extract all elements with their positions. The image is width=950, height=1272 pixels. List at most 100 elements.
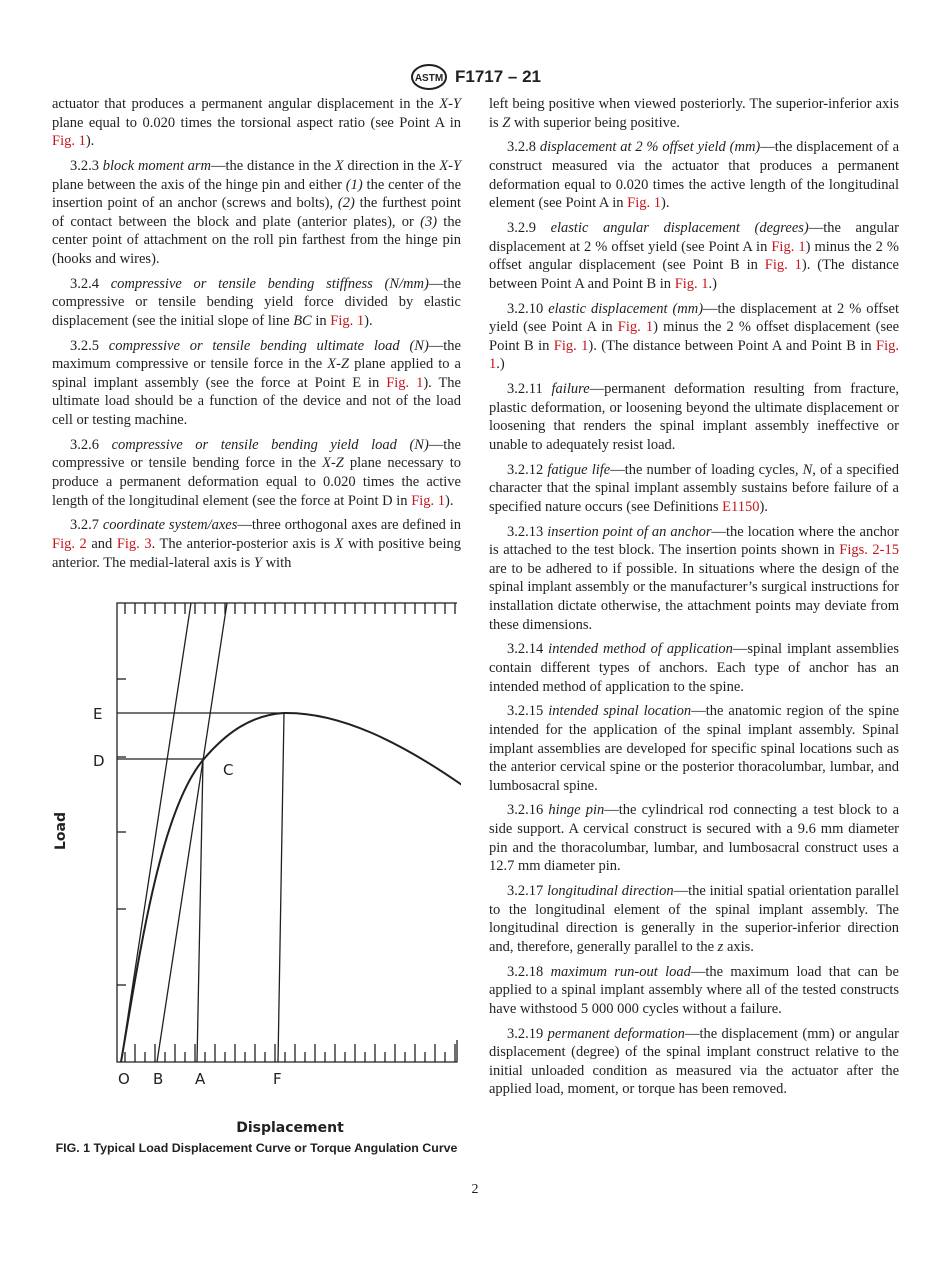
cross-reference-link[interactable]: Figs. 2-15 bbox=[839, 542, 899, 559]
page-number: 2 bbox=[471, 1182, 479, 1198]
cross-reference-link[interactable]: Fig. 2 bbox=[52, 536, 87, 552]
text: ) minus the 2 % offset displacement (see… bbox=[489, 319, 900, 354]
paragraph: 3.2.5 compressive or tensile bending ult… bbox=[52, 337, 461, 430]
defined-term: displacement at 2 % offset yield (mm) bbox=[539, 139, 761, 156]
text: direction in the bbox=[343, 157, 440, 174]
text: 3.2.16 bbox=[507, 802, 549, 819]
text: 3.2.5 bbox=[70, 337, 109, 354]
right-column: left being positive when viewed posterio… bbox=[489, 95, 899, 1105]
paragraph: 3.2.15 intended spinal location—the anat… bbox=[489, 702, 899, 795]
text: and bbox=[86, 536, 117, 552]
defined-term: compressive or tensile bending stiffness… bbox=[110, 275, 429, 292]
text: plane equal to 0.020 times the torsional… bbox=[52, 114, 461, 131]
point-a-vertical bbox=[196, 760, 204, 1063]
cross-reference-link[interactable]: Fig. 1 bbox=[489, 337, 900, 373]
defined-term: compressive or tensile bending yield loa… bbox=[111, 436, 429, 453]
cross-reference-link[interactable]: Fig. 1 bbox=[617, 319, 654, 336]
defined-term: longitudinal direction bbox=[547, 883, 674, 900]
text: plane neces­sary to produce a permanent … bbox=[52, 455, 461, 509]
svg-text:ASTM: ASTM bbox=[415, 73, 443, 84]
defined-term: X bbox=[334, 157, 344, 174]
cross-reference-link[interactable]: Fig. 1 bbox=[386, 374, 424, 391]
label-e: E bbox=[93, 705, 102, 723]
text: plane applied to a spinal implant assemb… bbox=[52, 356, 461, 391]
y-axis-label: Load bbox=[53, 812, 69, 850]
text: —the location where the anchor is attach… bbox=[489, 523, 899, 559]
defined-term: permanent deformation bbox=[547, 1025, 685, 1042]
text: 3.2.14 bbox=[507, 641, 549, 658]
defined-term: N bbox=[802, 461, 813, 478]
text: 3.2.15 bbox=[507, 703, 549, 720]
paragraph: 3.2.4 compressive or tensile bending sti… bbox=[52, 275, 461, 331]
paragraph: 3.2.16 hinge pin—the cylindrical rod con… bbox=[489, 801, 899, 875]
label-b: B bbox=[153, 1070, 163, 1088]
cross-reference-link[interactable]: Fig. 1 bbox=[330, 312, 365, 329]
text: 3.2.7 bbox=[70, 517, 103, 534]
text: —the displacement at 2 % offset yield (s… bbox=[489, 300, 900, 336]
text: 3.2.8 bbox=[507, 139, 540, 156]
paragraph: 3.2.8 displacement at 2 % offset yield (… bbox=[489, 138, 899, 212]
text: , of a specified character that the spin… bbox=[489, 461, 900, 515]
text: 3.2.13 bbox=[507, 523, 548, 540]
figure-1-load-displacement-curve: E D C O B A F Load Displacement bbox=[53, 602, 461, 1136]
defined-term: fatigue life bbox=[547, 461, 611, 478]
text: —the displacement (mm) or angular displa… bbox=[489, 1025, 899, 1098]
defined-term: block moment arm bbox=[102, 157, 211, 174]
cross-reference-link[interactable]: Fig. 1 bbox=[411, 492, 446, 509]
text: with superior being positive. bbox=[510, 114, 680, 131]
text: —the initial spatial orientation paralle… bbox=[489, 883, 899, 955]
defined-term: z bbox=[717, 938, 724, 955]
text: —the maximum load that can be applied to… bbox=[489, 963, 899, 1017]
cross-reference-link[interactable]: Fig. 1 bbox=[627, 195, 661, 212]
text: ). bbox=[364, 312, 373, 329]
text: 3.2.4 bbox=[70, 275, 111, 292]
left-column-container: actuator that produces a permanent angul… bbox=[52, 95, 461, 1156]
label-f: F bbox=[273, 1070, 282, 1088]
defined-term: hinge pin bbox=[548, 802, 605, 819]
figure-caption: FIG. 1 Typical Load Displacement Curve o… bbox=[55, 1141, 458, 1156]
text: the center point of attachment on the ro… bbox=[52, 213, 461, 267]
cross-reference-link[interactable]: Fig. 3 bbox=[116, 536, 152, 552]
document-designation: F1717 – 21 bbox=[454, 67, 541, 87]
x-axis-label: Displacement bbox=[236, 1120, 344, 1136]
text: 3.2.17 bbox=[507, 883, 548, 900]
paragraph: 3.2.9 elastic angular displacement (degr… bbox=[489, 219, 899, 293]
cross-reference-link[interactable]: Fig. 1 bbox=[764, 257, 802, 274]
cross-reference-link[interactable]: Fig. 1 bbox=[553, 337, 589, 354]
paragraph: 3.2.18 maximum run-out load—the maximum … bbox=[489, 963, 899, 1019]
text: —the compressive or tensile bending forc… bbox=[52, 436, 461, 472]
initial-slope-line bbox=[120, 603, 192, 1063]
cross-reference-link[interactable]: Fig. 1 bbox=[674, 275, 709, 292]
cross-reference-link[interactable]: E1150 bbox=[722, 498, 760, 515]
cross-reference-link[interactable]: Fig. 1 bbox=[52, 133, 86, 150]
paragraph: 3.2.12 fatigue life—the number of loadin… bbox=[489, 461, 899, 517]
defined-term: Z bbox=[502, 114, 511, 131]
label-d: D bbox=[93, 752, 105, 770]
text: ) minus the 2 % offset angular displacem… bbox=[489, 238, 900, 274]
text: —the angular displacement at 2 % offset … bbox=[489, 219, 899, 255]
label-c: C bbox=[223, 761, 233, 779]
cross-reference-link[interactable]: Fig. 1 bbox=[771, 238, 806, 255]
text: 3.2.12 bbox=[507, 461, 548, 478]
text: with bbox=[261, 554, 292, 571]
defined-term: maximum run-out load bbox=[550, 963, 691, 980]
text: —the distance in the bbox=[211, 157, 335, 174]
text: —permanent deformation resulting from fr… bbox=[489, 381, 900, 453]
left-column: actuator that produces a permanent angul… bbox=[52, 95, 461, 572]
text: 3.2.9 bbox=[507, 219, 551, 236]
defined-term: X-Y bbox=[439, 96, 461, 112]
paragraph: 3.2.14 intended method of application—sp… bbox=[489, 640, 899, 696]
defined-term: X-Z bbox=[322, 455, 344, 472]
defined-term: elastic angular displacement (degrees) bbox=[550, 219, 809, 236]
text: ). (The distance between Point A and Poi… bbox=[588, 337, 877, 354]
text: 3.2.6 bbox=[70, 436, 112, 453]
text: ). (The distance between Point A and Poi… bbox=[489, 257, 899, 292]
text: ). The ultimate load should be a functio… bbox=[52, 374, 461, 429]
point-f-vertical bbox=[277, 713, 285, 1063]
text: actuator that produces a permanent angul… bbox=[52, 96, 440, 112]
page-header: ASTM F1717 – 21 bbox=[0, 64, 950, 91]
text: —the displace­ment of a construct measur… bbox=[489, 139, 900, 212]
text: are to be adhered to if possible. In sit… bbox=[489, 560, 899, 633]
paragraph: 3.2.3 block moment arm—the distance in t… bbox=[52, 157, 461, 269]
text: —the number of loading cycles, bbox=[610, 461, 803, 478]
